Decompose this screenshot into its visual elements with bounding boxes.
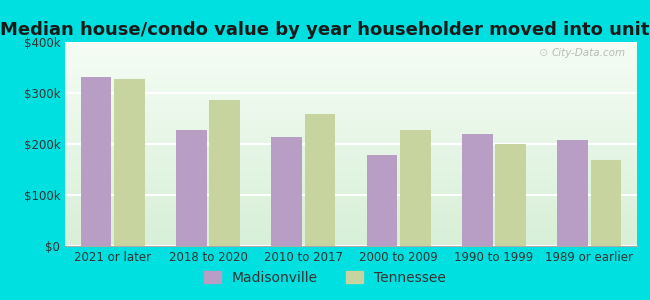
Bar — [462, 134, 493, 246]
Bar — [495, 144, 526, 246]
Bar — [305, 114, 335, 246]
Bar — [558, 140, 588, 246]
Bar — [176, 130, 207, 246]
Bar — [81, 77, 111, 246]
Text: Median house/condo value by year householder moved into unit: Median house/condo value by year househo… — [0, 21, 650, 39]
Bar — [114, 79, 144, 246]
Legend: Madisonville, Tennessee: Madisonville, Tennessee — [199, 265, 451, 290]
Bar — [272, 137, 302, 246]
Bar — [209, 100, 240, 246]
Text: ⊙: ⊙ — [539, 48, 549, 58]
Bar — [367, 155, 397, 246]
Text: City-Data.com: City-Data.com — [551, 48, 625, 58]
Bar — [591, 160, 621, 246]
Bar — [400, 130, 430, 246]
